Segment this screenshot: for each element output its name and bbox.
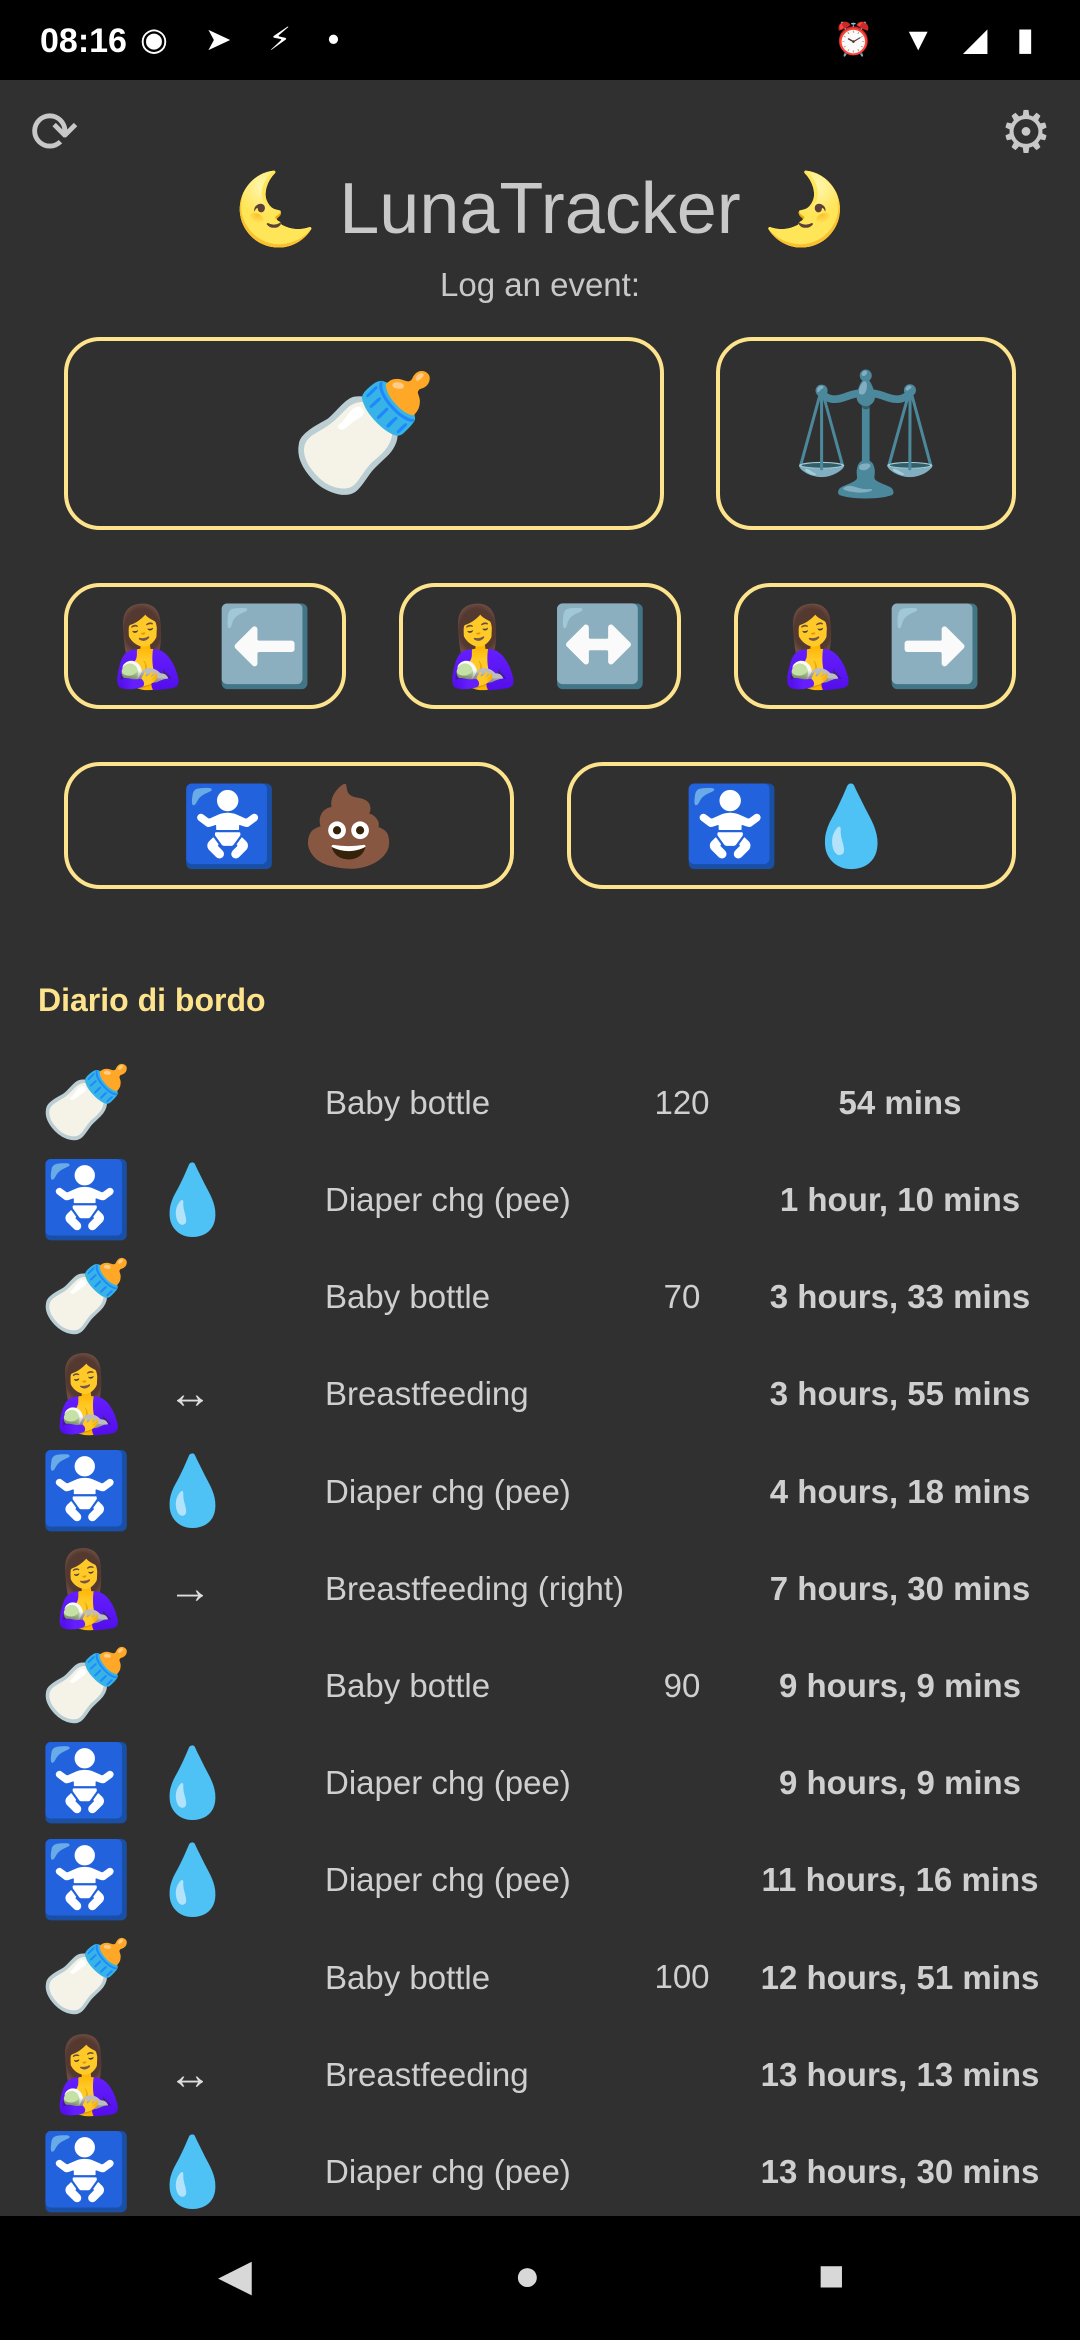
log-entry[interactable]: 🤱 ↔ Breastfeeding 3 hours, 55 mins <box>0 1346 1080 1443</box>
entry-type-icon: 🍼 <box>40 1643 133 1727</box>
entry-subtype-icon: 💧 <box>150 2133 235 2210</box>
entry-type-icon: 🤱 <box>40 1352 133 1436</box>
entry-type-icon: 🚼 <box>40 1449 133 1533</box>
back-icon[interactable]: ◀ <box>218 2251 252 2300</box>
recents-icon[interactable]: ■ <box>818 2251 845 2300</box>
entry-label: Diaper chg (pee) <box>325 1861 571 1899</box>
entry-label: Diaper chg (pee) <box>325 1181 571 1219</box>
gear-icon[interactable]: ⚙ <box>1000 100 1052 165</box>
navigation-bar: ◀ ● ■ <box>0 2216 1080 2340</box>
entry-time-ago: 54 mins <box>838 1083 962 1121</box>
entry-label: Breastfeeding <box>325 1375 529 1413</box>
entry-type-icon: 🚼 <box>40 1740 133 1824</box>
poo-icon: 💩 <box>300 781 398 870</box>
log-bottle-button[interactable]: 🍼 <box>64 337 664 530</box>
breastfeeding-icon: 🤱 <box>96 602 194 690</box>
log-entry[interactable]: 🤱 ↔ Breastfeeding 13 hours, 13 mins <box>0 2026 1080 2123</box>
baby-symbol-icon: 🚼 <box>683 781 781 870</box>
entry-type-icon: 🚼 <box>40 1157 133 1241</box>
refresh-icon[interactable]: ⟳ <box>30 100 79 165</box>
entry-label: Diaper chg (pee) <box>325 2153 571 2191</box>
log-entry[interactable]: 🚼 💧 Diaper chg (pee) 1 hour, 10 mins <box>0 1151 1080 1248</box>
entry-label: Baby bottle <box>325 1958 491 1996</box>
entry-amount: 90 <box>663 1666 701 1704</box>
entry-subtype-icon: → <box>168 1563 212 1613</box>
entry-time-ago: 4 hours, 18 mins <box>769 1472 1031 1510</box>
status-bar: 08:16 ◉ ➤ ⚡ • ⏰ ▼ ◢ ▮ <box>0 0 1080 80</box>
entry-time-ago: 7 hours, 30 mins <box>769 1569 1031 1607</box>
entry-type-icon: 🚼 <box>40 1838 133 1922</box>
entry-type-icon: 🚼 <box>40 2129 133 2213</box>
entry-time-ago: 3 hours, 33 mins <box>769 1278 1031 1316</box>
log-entry[interactable]: 🍼 Baby bottle 70 3 hours, 33 mins <box>0 1248 1080 1345</box>
entry-label: Baby bottle <box>325 1667 491 1705</box>
log-title: Diario di bordo <box>38 982 266 1018</box>
entry-time-ago: 12 hours, 51 mins <box>760 1958 1040 1996</box>
entry-type-icon: 🍼 <box>40 1254 133 1338</box>
entry-label: Baby bottle <box>325 1278 491 1316</box>
log-weight-button[interactable]: ⚖️ <box>716 337 1016 530</box>
entry-time-ago: 1 hour, 10 mins <box>779 1181 1021 1219</box>
entry-subtype-icon: 💧 <box>150 1453 235 1530</box>
entry-type-icon: 🤱 <box>40 1546 133 1630</box>
notification-icons: ◉ ➤ ⚡ • <box>140 21 354 57</box>
log-diaper-pee-button[interactable]: 🚼 💧 <box>567 762 1016 889</box>
log-entry[interactable]: 🍼 Baby bottle 120 54 mins <box>0 1054 1080 1151</box>
left-arrow-icon: ⬅️ <box>216 602 314 690</box>
log-entry[interactable]: 🚼 💧 Diaper chg (pee) 4 hours, 18 mins <box>0 1443 1080 1540</box>
entry-amount: 70 <box>663 1277 701 1315</box>
entry-type-icon: 🍼 <box>40 1060 133 1144</box>
right-arrow-icon: ➡️ <box>886 602 984 690</box>
entry-amount: 100 <box>654 1958 710 1996</box>
moon-left-icon: 🌜 <box>232 170 320 248</box>
baby-bottle-icon: 🍼 <box>289 366 439 501</box>
entry-label: Diaper chg (pee) <box>325 1472 571 1510</box>
log-breastfeed-both-button[interactable]: 🤱 ↔️ <box>399 583 681 709</box>
app-title: 🌜 LunaTracker 🌛 <box>0 168 1080 251</box>
entry-subtype-icon: ↔ <box>168 2049 212 2099</box>
breastfeeding-icon: 🤱 <box>431 602 529 690</box>
log-entry[interactable]: 🍼 Baby bottle 90 9 hours, 9 mins <box>0 1637 1080 1734</box>
status-time: 08:16 <box>40 22 127 60</box>
entry-label: Breastfeeding (right) <box>325 1569 624 1607</box>
entry-label: Diaper chg (pee) <box>325 1764 571 1802</box>
log-entry[interactable]: 🤱 → Breastfeeding (right) 7 hours, 30 mi… <box>0 1540 1080 1637</box>
log-diaper-poo-button[interactable]: 🚼 💩 <box>64 762 514 889</box>
entry-time-ago: 13 hours, 13 mins <box>760 2055 1040 2093</box>
system-status-icons: ⏰ ▼ ◢ ▮ <box>833 21 1044 57</box>
log-entry[interactable]: 🚼 💧 Diaper chg (pee) 13 hours, 30 mins <box>0 2123 1080 2220</box>
entry-subtype-icon: ↔ <box>168 1369 212 1419</box>
app-title-text: LunaTracker <box>339 169 741 249</box>
entry-time-ago: 3 hours, 55 mins <box>769 1375 1031 1413</box>
log-breastfeed-right-button[interactable]: 🤱 ➡️ <box>734 583 1016 709</box>
entry-time-ago: 11 hours, 16 mins <box>761 1861 1039 1899</box>
scale-icon: ⚖️ <box>791 366 941 501</box>
entry-subtype-icon: 💧 <box>150 1744 235 1821</box>
left-right-arrow-icon: ↔️ <box>551 602 649 690</box>
entry-subtype-icon: 💧 <box>150 1842 235 1919</box>
breastfeeding-icon: 🤱 <box>766 602 864 690</box>
log-entry[interactable]: 🚼 💧 Diaper chg (pee) 9 hours, 9 mins <box>0 1734 1080 1831</box>
entry-label: Baby bottle <box>325 1083 491 1121</box>
entry-time-ago: 9 hours, 9 mins <box>778 1667 1022 1705</box>
droplet-icon: 💧 <box>802 781 900 870</box>
subtitle: Log an event: <box>440 266 640 303</box>
entry-time-ago: 13 hours, 30 mins <box>760 2153 1040 2191</box>
home-icon[interactable]: ● <box>514 2251 541 2300</box>
entry-label: Breastfeeding <box>325 2055 529 2093</box>
log-breastfeed-left-button[interactable]: 🤱 ⬅️ <box>64 583 346 709</box>
entry-subtype-icon: 💧 <box>150 1161 235 1238</box>
moon-right-icon: 🌛 <box>760 170 848 248</box>
entry-amount: 120 <box>654 1083 710 1121</box>
entry-type-icon: 🤱 <box>40 2032 133 2116</box>
entry-type-icon: 🍼 <box>40 1935 133 2019</box>
log-entry[interactable]: 🚼 💧 Diaper chg (pee) 11 hours, 16 mins <box>0 1832 1080 1929</box>
log-entry[interactable]: 🍼 Baby bottle 100 12 hours, 51 mins <box>0 1929 1080 2026</box>
entry-time-ago: 9 hours, 9 mins <box>778 1764 1022 1802</box>
baby-symbol-icon: 🚼 <box>180 781 278 870</box>
